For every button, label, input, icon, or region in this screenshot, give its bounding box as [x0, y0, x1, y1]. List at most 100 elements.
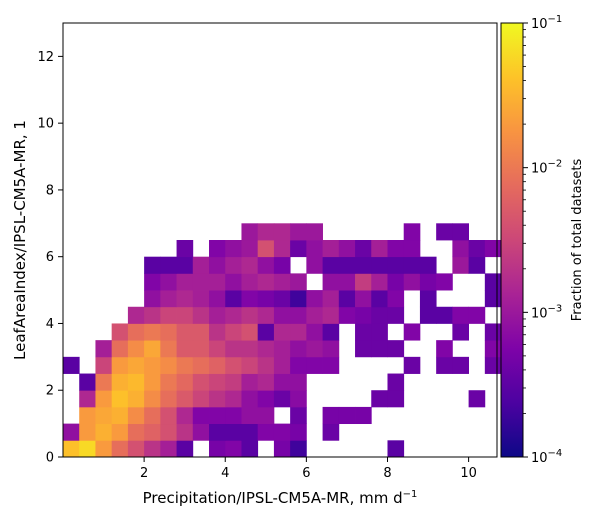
heatmap-cell	[225, 440, 242, 458]
heatmap-cell	[257, 423, 275, 441]
heatmap-cell	[290, 356, 307, 374]
colorbar-tick-label: 10−2	[531, 159, 562, 177]
heatmap-cell	[468, 390, 486, 408]
heatmap-cell	[176, 240, 194, 258]
heatmap-cell	[290, 340, 307, 358]
heatmap-cell	[176, 290, 194, 308]
heatmap-cell	[160, 373, 177, 391]
heatmap-cell	[371, 323, 388, 341]
heatmap-cell	[241, 306, 259, 324]
colorbar-tick-label: 10−4	[531, 448, 562, 466]
heatmap-cell	[387, 240, 405, 258]
heatmap-cell	[371, 290, 388, 308]
heatmap-cell	[225, 406, 242, 425]
heatmap-cell	[192, 323, 210, 341]
heatmap-cell	[127, 390, 145, 408]
heatmap-cell	[225, 290, 242, 308]
heatmap-cell	[241, 340, 259, 358]
heatmap-cell	[79, 440, 96, 458]
heatmap-cell	[127, 440, 145, 458]
heatmap-cell	[225, 256, 242, 274]
heatmap-cell	[111, 340, 129, 358]
heatmap-cell	[273, 223, 291, 241]
heatmap-cell	[387, 340, 405, 358]
heatmap-cell	[241, 256, 259, 274]
heatmap-cell	[306, 290, 323, 308]
heatmap-cell	[322, 406, 340, 425]
heatmap-cell	[468, 306, 486, 324]
heatmap-cell	[306, 306, 323, 324]
x-axis-title-exponent: −1	[403, 489, 418, 500]
heatmap-cell	[484, 240, 502, 258]
heatmap-cell	[322, 306, 340, 324]
heatmap-cell	[95, 340, 113, 358]
heatmap-cell	[176, 273, 194, 291]
heatmap-cell	[63, 440, 80, 458]
heatmap-cell	[273, 256, 291, 274]
heatmap-cell	[176, 423, 194, 441]
heatmap-cell	[225, 240, 242, 258]
heatmap-cell	[144, 356, 161, 374]
heatmap-cell	[306, 240, 323, 258]
heatmap-cell	[209, 406, 226, 425]
heatmap-cell	[225, 373, 242, 391]
heatmap-cell	[127, 423, 145, 441]
heatmap-cell	[371, 240, 388, 258]
heatmap-cell	[192, 373, 210, 391]
heatmap-cell	[484, 323, 502, 341]
heatmap-cell	[452, 256, 469, 274]
heatmap-cell	[209, 356, 226, 374]
heatmap-cell	[160, 306, 177, 324]
heatmap-cell	[371, 273, 388, 291]
heatmap-cell	[209, 273, 226, 291]
heatmap-cell	[257, 390, 275, 408]
heatmap-cell	[387, 306, 405, 324]
heatmap-cell	[290, 406, 307, 425]
heatmap-cell	[452, 323, 469, 341]
heatmap-cell	[225, 323, 242, 341]
heatmap-cell	[209, 423, 226, 441]
heatmap-cell	[160, 356, 177, 374]
heatmap-cell	[127, 373, 145, 391]
heatmap-cell	[338, 290, 356, 308]
x-axis-title-text: Precipitation/IPSL-CM5A-MR, mm d	[143, 489, 403, 507]
heatmap-cell	[79, 423, 96, 441]
heatmap-cell	[209, 373, 226, 391]
heatmap-cell	[371, 390, 388, 408]
colorbar	[500, 22, 524, 458]
heatmap-cell	[176, 390, 194, 408]
heatmap-cell	[192, 423, 210, 441]
heatmap-cell	[144, 440, 161, 458]
heatmap-cell	[160, 440, 177, 458]
heatmap-cell	[355, 323, 372, 341]
heatmap-cell	[127, 323, 145, 341]
heatmap-cell	[63, 356, 80, 374]
heatmap-cell	[452, 356, 469, 374]
heatmap-cell	[436, 340, 453, 358]
heatmap-cell	[144, 256, 161, 274]
heatmap-cell	[160, 256, 177, 274]
y-tick-label: 10	[37, 117, 54, 132]
heatmap-cell	[452, 306, 469, 324]
x-axis-title: Precipitation/IPSL-CM5A-MR, mm d−1	[143, 489, 418, 507]
heatmap-cell	[257, 290, 275, 308]
heatmap-cell	[484, 340, 502, 358]
heatmap-cell	[257, 306, 275, 324]
heatmap-cell	[257, 406, 275, 425]
y-tick-label: 4	[46, 317, 54, 332]
heatmap-cell	[144, 390, 161, 408]
heatmap-cell	[257, 240, 275, 258]
heatmap-cell	[160, 390, 177, 408]
heatmap-cell	[225, 390, 242, 408]
heatmap-cell	[144, 340, 161, 358]
heatmap-cell	[209, 240, 226, 258]
heatmap-cell	[111, 356, 129, 374]
heatmap-cell	[111, 323, 129, 341]
heatmap-cell	[452, 223, 469, 241]
heatmap-cell	[387, 273, 405, 291]
heatmap-cell	[322, 290, 340, 308]
heatmap-cell	[241, 423, 259, 441]
heatmap-cell	[419, 273, 437, 291]
heatmap-cell	[387, 256, 405, 274]
